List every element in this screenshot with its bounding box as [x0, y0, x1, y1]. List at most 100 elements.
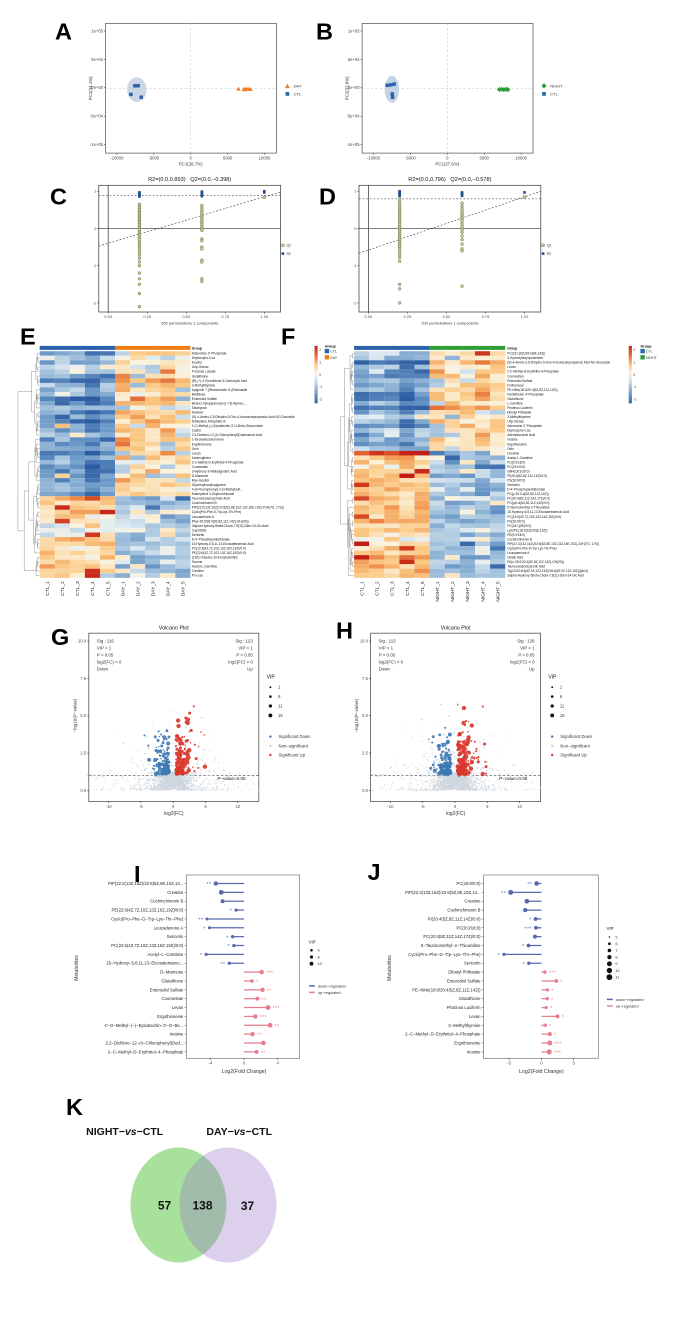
svg-text:11: 11: [278, 704, 283, 709]
svg-text:R2: R2: [547, 252, 552, 256]
svg-text:CTL_2: CTL_2: [375, 581, 381, 596]
svg-text:Non−significant: Non−significant: [560, 743, 590, 748]
svg-text:0.00: 0.00: [365, 314, 374, 319]
svg-text:CTL_5: CTL_5: [105, 581, 111, 596]
svg-text:11: 11: [560, 704, 565, 709]
svg-text:Creatine: Creatine: [507, 451, 519, 455]
svg-text:Ergothioneine: Ergothioneine: [192, 442, 212, 446]
svg-text:0: 0: [354, 226, 357, 231]
svg-text:PC(20:4(8Z,11Z,14Z,17Z)/0:0): PC(20:4(8Z,11Z,14Z,17Z)/0:0): [507, 497, 550, 501]
svg-text:D: D: [319, 184, 336, 210]
svg-text:Significant Up: Significant Up: [560, 753, 587, 758]
svg-text:Volcano Plot: Volcano Plot: [159, 625, 189, 631]
svg-text:Creatine: Creatine: [192, 569, 204, 573]
svg-text:Udp-Glcnac: Udp-Glcnac: [192, 365, 209, 369]
svg-text:PA(x-25:0/20:4(5Z,8Z,11Z,14Z)-: PA(x-25:0/20:4(5Z,8Z,11Z,14Z)-OH(2S)): [507, 560, 564, 564]
svg-text:Adenylsuccinic Acid: Adenylsuccinic Acid: [507, 433, 535, 437]
svg-text:-5: -5: [507, 1061, 511, 1066]
svg-text:0: 0: [172, 804, 175, 809]
svg-text:D−Mannose: D−Mannose: [160, 970, 184, 975]
svg-text:PC1(28.7%): PC1(28.7%): [179, 161, 203, 166]
svg-text:-1e+05: -1e+05: [90, 142, 104, 147]
svg-text:P < 0.05: P < 0.05: [97, 653, 114, 658]
svg-text:16: 16: [560, 713, 565, 718]
svg-text:2-C-Methyl-D-Erythritol-4-Phos: 2-C-Methyl-D-Erythritol-4-Phosphate: [507, 370, 559, 374]
svg-text:NIGHT: NIGHT: [646, 356, 658, 360]
svg-text:***: ***: [273, 1006, 280, 1012]
svg-text:D-4'-Phosphopantothenate: D-4'-Phosphopantothenate: [507, 488, 545, 492]
svg-text:Myo-Inositol: Myo-Inositol: [192, 479, 209, 483]
svg-text:2,2-Dichloro-12-(4-Chloropheny: 2,2-Dichloro-12-(4-Chlorophenyl)Dodecano…: [192, 433, 263, 437]
svg-text:up−regulated: up−regulated: [318, 990, 341, 995]
svg-text:9: 9: [615, 961, 617, 966]
svg-text:PC(18:1(9E)/0:0): PC(18:1(9E)/0:0): [507, 524, 531, 528]
svg-text:Acetyl-L-Carnitine: Acetyl-L-Carnitine: [507, 456, 533, 460]
svg-text:Creatine: Creatine: [464, 899, 481, 904]
svg-text:Udp-Glcnac: Udp-Glcnac: [507, 420, 524, 424]
svg-text:CTL_3: CTL_3: [75, 581, 81, 596]
svg-text:Sig : 113: Sig : 113: [379, 639, 397, 644]
svg-text:Kaempferol 3-Sophorotrioside: Kaempferol 3-Sophorotrioside: [192, 492, 235, 496]
svg-text:Enterodiol Sulfate: Enterodiol Sulfate: [192, 397, 217, 401]
svg-text:10: 10: [318, 961, 323, 966]
svg-text:-1: -1: [319, 385, 322, 389]
svg-text:PC(22:6(4Z,7Z,10Z,13Z,16Z,19Z): PC(22:6(4Z,7Z,10Z,13Z,16Z,19Z)/0:0): [111, 943, 184, 948]
svg-text:3-Hydroxy-3-Methylglutaric Aci: 3-Hydroxy-3-Methylglutaric Acid: [192, 469, 237, 473]
svg-text:**: **: [257, 1033, 262, 1039]
svg-text:Metabolites: Metabolites: [74, 955, 80, 981]
svg-text:2−C−Methyl−D−Erythritol−4−Phos: 2−C−Methyl−D−Erythritol−4−Phosphate: [108, 1049, 184, 1054]
svg-text:CTL_1: CTL_1: [359, 581, 365, 596]
svg-text:Casbo: Casbo: [192, 429, 201, 433]
svg-text:**: **: [267, 988, 272, 994]
svg-text:Non−significant: Non−significant: [279, 743, 309, 748]
svg-text:R2: R2: [287, 252, 292, 256]
svg-text:5: 5: [615, 934, 617, 939]
svg-text:-10: -10: [387, 804, 394, 809]
svg-text:Cyclo(Pro-Phe-D-Trp-Lys-Thr-Ph: Cyclo(Pro-Phe-D-Trp-Lys-Thr-Phe): [507, 546, 556, 550]
svg-text:Glutathione: Glutathione: [507, 397, 524, 401]
svg-text:-1: -1: [633, 385, 636, 389]
svg-text:(S)-4-Amino-2,5-Dihydro-5-Oxo-: (S)-4-Amino-2,5-Dihydro-5-Oxo-4-Isoxazol…: [192, 415, 295, 419]
svg-text:*: *: [203, 926, 205, 932]
svg-text:Dibutyl Phthalate: Dibutyl Phthalate: [507, 411, 531, 415]
svg-text:Dithiadene Anhydride Iii: Dithiadene Anhydride Iii: [192, 420, 226, 424]
svg-text:3alpha-Hydroxy-5beta-Chola-7,9: 3alpha-Hydroxy-5beta-Chola-7,9(11)-Dien-…: [507, 574, 584, 578]
svg-text:0: 0: [190, 155, 193, 160]
svg-text:Sericetin: Sericetin: [167, 934, 184, 939]
svg-text:Dephospho-Coa: Dephospho-Coa: [192, 356, 215, 360]
svg-text:log2(FC): log2(FC): [164, 811, 184, 817]
svg-text:CTL_3: CTL_3: [390, 581, 396, 596]
svg-text:*: *: [562, 1015, 564, 1021]
svg-text:Sig : 123: Sig : 123: [235, 639, 253, 644]
svg-text:L-Carnitine: L-Carnitine: [507, 401, 523, 405]
svg-text:Tauroursodeoxycholic Acid: Tauroursodeoxycholic Acid: [507, 565, 545, 569]
svg-text:log2(FC): log2(FC): [446, 811, 466, 817]
svg-text:10: 10: [615, 968, 620, 973]
svg-text:Sericetin: Sericetin: [507, 483, 520, 487]
svg-text:PI(20:4(5Z,8Z,11Z,14Z)/0:0): PI(20:4(5Z,8Z,11Z,14Z)/0:0): [507, 474, 547, 478]
svg-text:CTL: CTL: [646, 350, 653, 354]
svg-text:0e+00: 0e+00: [91, 85, 103, 90]
svg-text:VIP > 1: VIP > 1: [379, 646, 394, 651]
svg-text:B: B: [316, 19, 333, 45]
svg-text:Cochinchinenin B: Cochinchinenin B: [447, 908, 480, 913]
svg-text:*: *: [226, 935, 228, 941]
svg-text:Adenosine 2'-Phosphate: Adenosine 2'-Phosphate: [192, 352, 227, 356]
svg-text:PC(22:6(4Z,7Z,10Z,13Z,16Z,19Z): PC(22:6(4Z,7Z,10Z,13Z,16Z,19Z)/0:0): [507, 515, 561, 519]
svg-text:D-Mannose: D-Mannose: [192, 474, 209, 478]
svg-text:***: ***: [554, 1042, 561, 1048]
svg-text:37: 37: [241, 1199, 255, 1213]
svg-text:10000: 10000: [515, 155, 527, 160]
svg-text:Glutathione: Glutathione: [162, 978, 184, 983]
svg-text:1-Deoxydesoxuronone: 1-Deoxydesoxuronone: [192, 438, 224, 442]
svg-text:200 permutations 1 components: 200 permutations 1 components: [421, 321, 478, 326]
svg-text:Creatine: Creatine: [167, 890, 184, 895]
svg-text:Inosine: Inosine: [467, 1049, 481, 1054]
svg-text:down−regulated: down−regulated: [616, 997, 644, 1002]
svg-text:P−value=0.05: P−value=0.05: [217, 776, 246, 781]
svg-text:VIP > 1: VIP > 1: [520, 646, 535, 651]
svg-text:E: E: [20, 324, 36, 350]
svg-text:H: H: [336, 618, 353, 644]
svg-text:DAY_4: DAY_4: [166, 581, 172, 596]
svg-text:Enterodiol Sulfate: Enterodiol Sulfate: [447, 978, 481, 983]
